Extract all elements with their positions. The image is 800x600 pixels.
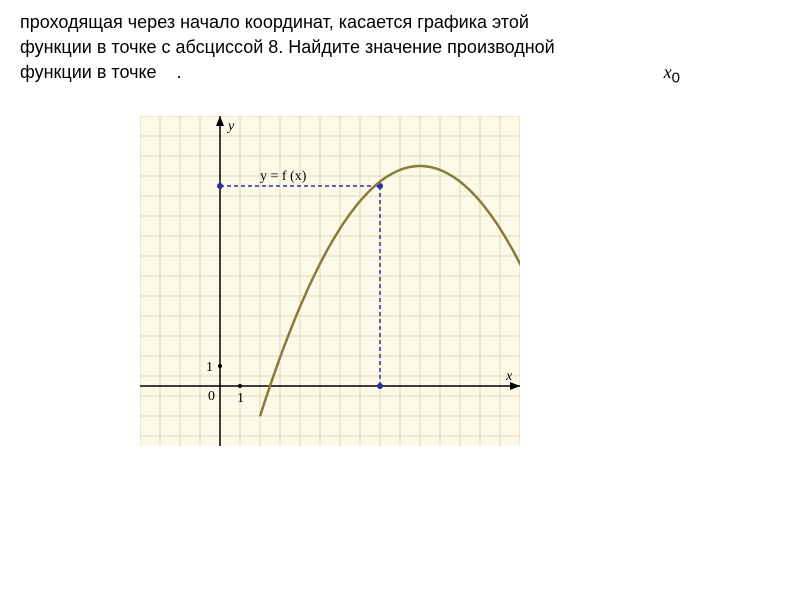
problem-text: проходящая через начало координат, касае… xyxy=(20,10,780,86)
problem-line3: функции в точке xyxy=(20,62,157,82)
problem-line1: проходящая через начало координат, касае… xyxy=(20,12,529,32)
svg-text:y = f (x): y = f (x) xyxy=(260,169,307,184)
svg-text:x: x xyxy=(505,369,513,384)
x0-variable: x0 xyxy=(664,60,680,89)
svg-text:y: y xyxy=(226,119,235,134)
chart-svg: 0 1 1 x y y = f (x) xyxy=(140,116,520,446)
problem-line2: функции в точке с абсциссой 8. Найдите з… xyxy=(20,37,555,57)
svg-text:1: 1 xyxy=(237,391,244,406)
problem-dot: . xyxy=(177,62,182,82)
function-chart: 0 1 1 x y y = f (x) xyxy=(140,116,520,446)
svg-text:1: 1 xyxy=(206,360,213,375)
svg-text:0: 0 xyxy=(208,389,215,404)
